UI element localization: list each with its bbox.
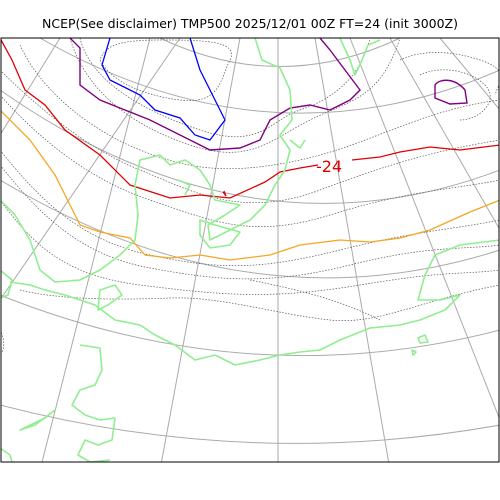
latitude-arc: [1, 180, 499, 279]
isotherm-dotted: [19, 44, 499, 170]
coastline: [9, 239, 499, 366]
isotherms-dotted: [1, 38, 499, 355]
isotherm-dotted: [19, 284, 499, 321]
meridian: [160, 38, 241, 462]
meridian: [41, 38, 151, 462]
latitude-arc: [159, 38, 401, 67]
coastline: [417, 334, 429, 344]
coastline: [177, 179, 191, 196]
latitude-arc: [1, 90, 499, 204]
isotherm-red: [351, 144, 499, 161]
isotherm-dotted: [1, 150, 499, 266]
isotherm-dotted: [1, 200, 499, 295]
isotherm-purple: [69, 38, 361, 151]
latitude-arc: [1, 294, 499, 357]
latitude-arc: [1, 404, 499, 444]
coastline: [71, 344, 116, 462]
meridian: [389, 38, 499, 230]
meridian: [1, 38, 181, 300]
graticule-meridians: [1, 38, 499, 462]
coastline: [411, 349, 417, 356]
isotherm-dotted: [69, 38, 401, 153]
map-frame: [0, 37, 500, 463]
coastlines: [1, 38, 499, 462]
coastline: [289, 139, 306, 149]
coastline: [97, 284, 123, 311]
isotherm-dotted: [419, 69, 491, 121]
isotherm-dotted: [399, 52, 499, 96]
meridian: [1, 38, 61, 135]
meridian: [314, 38, 390, 462]
meridian: [349, 38, 499, 419]
coastline: [199, 219, 241, 249]
coastline: [19, 409, 56, 431]
contour-label: -24: [316, 157, 342, 176]
isotherm-blue: [101, 38, 226, 141]
isotherm-dotted: [1, 95, 499, 227]
coastline: [1, 38, 293, 283]
isotherm-orange: [1, 110, 499, 261]
isotherm-red-small: [222, 190, 227, 197]
isotherm-dotted: [99, 39, 232, 101]
coastline: [339, 38, 381, 76]
latitude-arc: [39, 38, 499, 114]
isotherm-purple-closed: [434, 79, 468, 105]
isotherm-red: [1, 38, 319, 199]
coastline: [1, 269, 13, 299]
isotherm-dotted: [79, 38, 371, 138]
coastline: [1, 447, 13, 462]
meridian: [439, 38, 499, 110]
map-title: NCEP(See disclaimer) TMP500 2025/12/01 0…: [41, 16, 458, 31]
isotherm-dotted: [1, 165, 499, 280]
